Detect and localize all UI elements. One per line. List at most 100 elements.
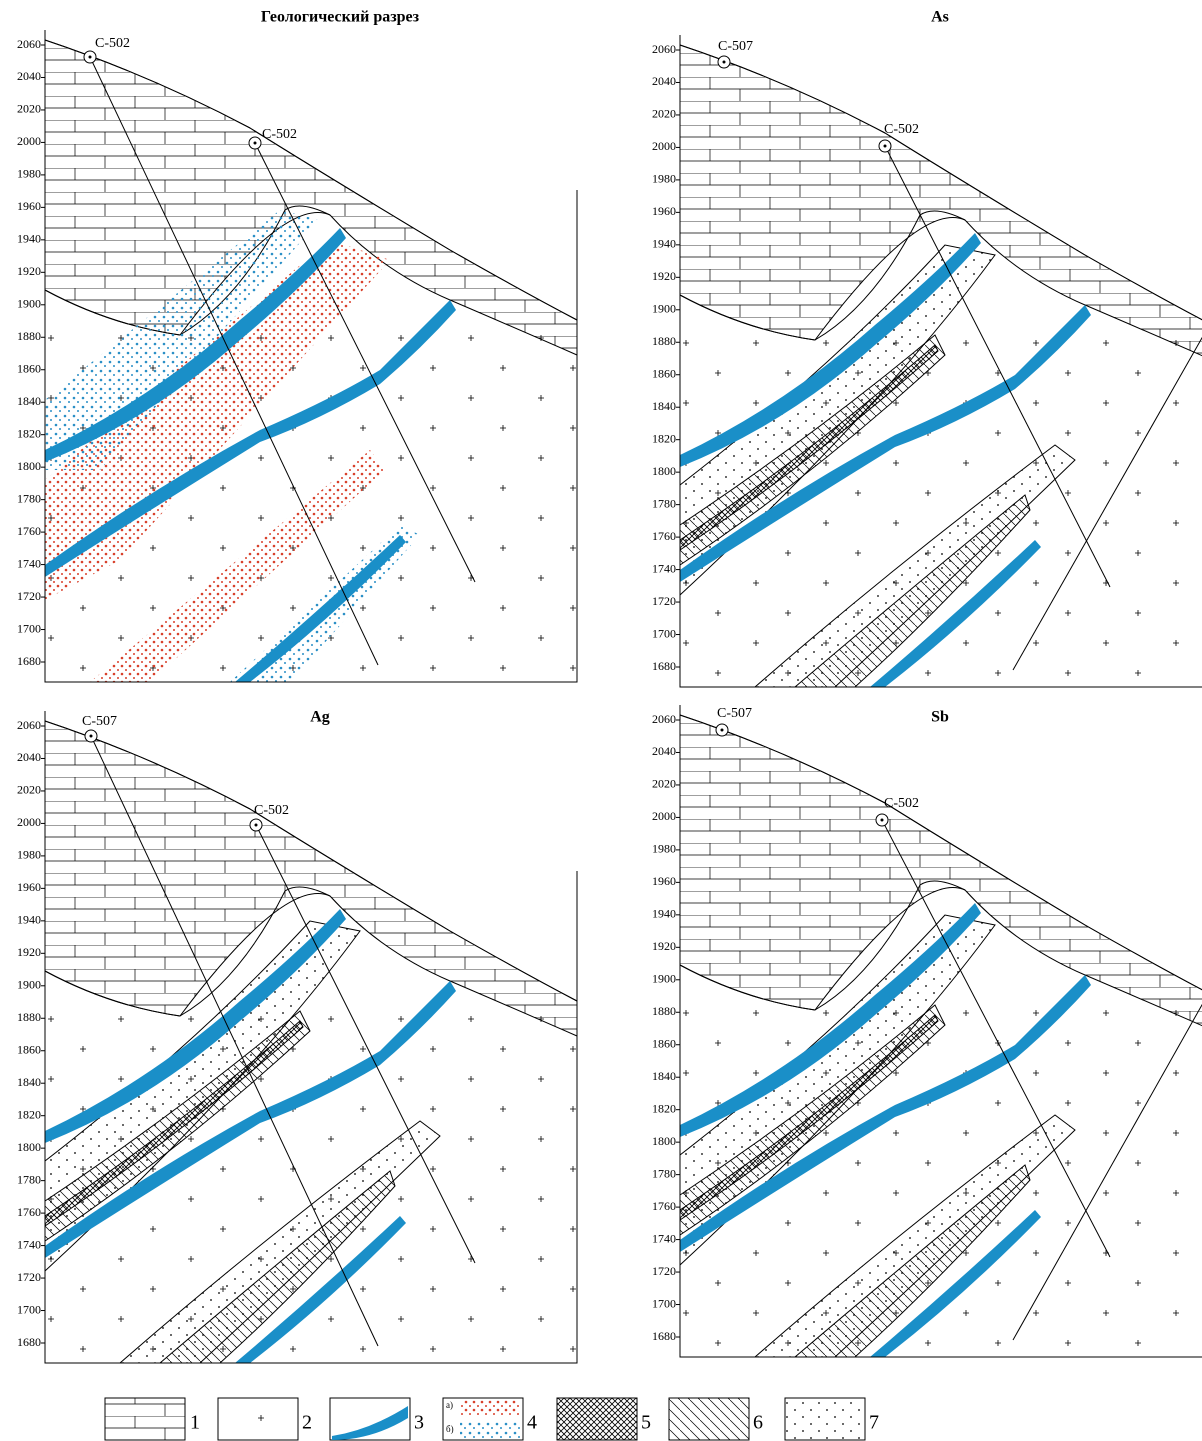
y-tick-label: 1960 bbox=[17, 880, 41, 894]
y-tick-label: 1880 bbox=[652, 1004, 676, 1018]
panel-title: As bbox=[931, 9, 949, 26]
legend-number: 4 bbox=[527, 1412, 537, 1434]
well-dot bbox=[89, 56, 92, 59]
y-tick-label: 1840 bbox=[652, 399, 676, 413]
y-tick-label: 2020 bbox=[17, 783, 41, 797]
y-tick-label: 1820 bbox=[17, 1107, 41, 1121]
well-dot bbox=[721, 729, 724, 732]
y-tick-label: 1900 bbox=[17, 978, 41, 992]
y-tick-label: 1680 bbox=[17, 1335, 41, 1349]
panel-title: Ag bbox=[310, 709, 330, 726]
y-tick-label: 1720 bbox=[652, 1264, 676, 1278]
y-tick-label: 1960 bbox=[652, 874, 676, 888]
y-tick-label: 1920 bbox=[652, 269, 676, 283]
y-tick-label: 2020 bbox=[652, 107, 676, 121]
y-tick-label: 1860 bbox=[652, 1036, 676, 1050]
y-tick-label: 1780 bbox=[652, 1166, 676, 1180]
panel: 2060204020202000198019601940192019001880… bbox=[652, 705, 1202, 1357]
legend-number: 2 bbox=[302, 1412, 312, 1434]
legend-number: 3 bbox=[414, 1412, 424, 1434]
panel: 2060204020202000198019601940192019001880… bbox=[17, 711, 577, 1363]
well-label: С-502 bbox=[884, 122, 919, 137]
well-label: С-502 bbox=[95, 36, 130, 51]
well-label: С-502 bbox=[254, 803, 289, 818]
well-dot bbox=[254, 142, 257, 145]
y-tick-label: 1680 bbox=[652, 1329, 676, 1343]
y-tick-label: 1800 bbox=[17, 1140, 41, 1154]
legend-number: 1 bbox=[190, 1412, 200, 1434]
y-tick-label: 1980 bbox=[652, 842, 676, 856]
well-label: С-502 bbox=[262, 127, 297, 142]
y-tick-label: 1920 bbox=[17, 945, 41, 959]
well-dot bbox=[90, 735, 93, 738]
panel: 2060204020202000198019601940192019001880… bbox=[17, 30, 577, 682]
y-tick-label: 1980 bbox=[17, 848, 41, 862]
y-tick-label: 1980 bbox=[652, 172, 676, 186]
y-tick-label: 2000 bbox=[652, 139, 676, 153]
y-tick-label: 1680 bbox=[652, 659, 676, 673]
y-tick-label: 1760 bbox=[17, 1205, 41, 1219]
legend-number: 7 bbox=[869, 1412, 879, 1434]
y-tick-label: 1800 bbox=[652, 1134, 676, 1148]
y-tick-label: 1840 bbox=[17, 1075, 41, 1089]
legend-swatch bbox=[785, 1398, 865, 1440]
y-tick-label: 1940 bbox=[652, 237, 676, 251]
y-tick-label: 1720 bbox=[17, 1270, 41, 1284]
y-tick-label: 1900 bbox=[17, 297, 41, 311]
y-tick-label: 1960 bbox=[652, 204, 676, 218]
legend-swatch bbox=[105, 1398, 185, 1440]
y-tick-label: 1700 bbox=[652, 1296, 676, 1310]
figure: 1 2 3 4 5 6 7 а) б) 20602040202020001980… bbox=[0, 0, 1202, 1441]
legend-blue bbox=[460, 1422, 520, 1438]
y-tick-label: 2040 bbox=[652, 744, 676, 758]
y-tick-label: 2020 bbox=[652, 777, 676, 791]
y-tick-label: 1840 bbox=[17, 394, 41, 408]
y-tick-label: 1860 bbox=[652, 366, 676, 380]
well-label: С-502 bbox=[884, 796, 919, 811]
y-tick-label: 1940 bbox=[652, 907, 676, 921]
y-tick-label: 1740 bbox=[652, 561, 676, 575]
y-tick-label: 1760 bbox=[17, 524, 41, 538]
y-tick-label: 2040 bbox=[17, 69, 41, 83]
y-tick-label: 1820 bbox=[652, 431, 676, 445]
well-label: С-507 bbox=[717, 706, 752, 721]
y-tick-label: 1820 bbox=[17, 426, 41, 440]
y-tick-label: 2000 bbox=[17, 134, 41, 148]
well-dot bbox=[723, 61, 726, 64]
y-tick-label: 1740 bbox=[17, 1237, 41, 1251]
y-tick-label: 2060 bbox=[652, 712, 676, 726]
y-tick-label: 1760 bbox=[652, 529, 676, 543]
y-tick-label: 1780 bbox=[652, 496, 676, 510]
y-tick-label: 2000 bbox=[652, 809, 676, 823]
y-tick-label: 2060 bbox=[17, 37, 41, 51]
legend-number: 5 bbox=[641, 1412, 651, 1434]
panel-title: Геологический разрез bbox=[261, 9, 420, 26]
y-tick-label: 1780 bbox=[17, 1172, 41, 1186]
well-label: С-507 bbox=[718, 39, 753, 54]
y-tick-label: 1860 bbox=[17, 1042, 41, 1056]
y-tick-label: 1900 bbox=[652, 302, 676, 316]
y-tick-label: 1940 bbox=[17, 232, 41, 246]
panel-title: Sb bbox=[931, 709, 949, 726]
well-label: С-507 bbox=[82, 714, 117, 729]
panel: 2060204020202000198019601940192019001880… bbox=[652, 35, 1202, 687]
y-tick-label: 1880 bbox=[652, 334, 676, 348]
y-tick-label: 1920 bbox=[652, 939, 676, 953]
y-tick-label: 1700 bbox=[652, 626, 676, 640]
y-tick-label: 1960 bbox=[17, 199, 41, 213]
y-tick-label: 1740 bbox=[17, 556, 41, 570]
y-tick-label: 2040 bbox=[17, 750, 41, 764]
legend-red bbox=[460, 1400, 520, 1416]
well-dot bbox=[881, 819, 884, 822]
legend-swatch bbox=[669, 1398, 749, 1440]
y-tick-label: 1880 bbox=[17, 1010, 41, 1024]
y-tick-label: 1700 bbox=[17, 1302, 41, 1316]
y-tick-label: 1920 bbox=[17, 264, 41, 278]
y-tick-label: 1800 bbox=[652, 464, 676, 478]
y-tick-label: 1720 bbox=[652, 594, 676, 608]
legend-sub: б) bbox=[446, 1424, 454, 1434]
y-tick-label: 2060 bbox=[652, 42, 676, 56]
y-tick-label: 1860 bbox=[17, 361, 41, 375]
y-tick-label: 1880 bbox=[17, 329, 41, 343]
legend-number: 6 bbox=[753, 1412, 763, 1434]
